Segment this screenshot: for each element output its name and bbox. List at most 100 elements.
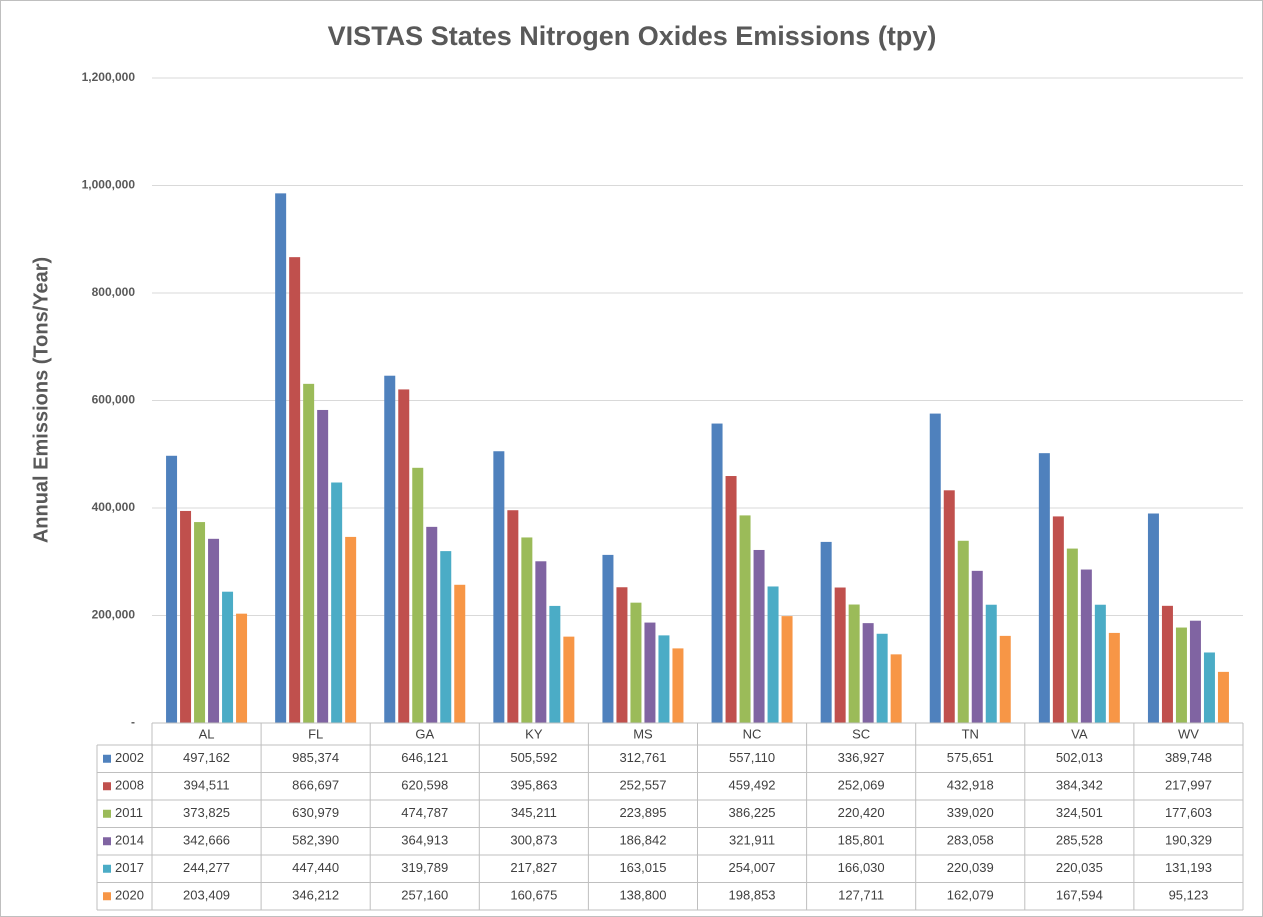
bar — [834, 587, 846, 723]
table-cell: 198,853 — [729, 888, 776, 903]
bar — [725, 476, 737, 723]
legend-label: 2014 — [115, 833, 144, 848]
table-cell: 166,030 — [838, 860, 885, 875]
bar — [616, 587, 628, 723]
table-cell: 220,035 — [1056, 860, 1103, 875]
table-cell: 220,420 — [838, 805, 885, 820]
y-axis-label: Annual Emissions (Tons/Year) — [30, 257, 52, 543]
table-cell: 95,123 — [1169, 888, 1209, 903]
bar — [781, 616, 793, 723]
table-cell: 244,277 — [183, 860, 230, 875]
bar — [1161, 605, 1173, 723]
table-cell: 203,409 — [183, 888, 230, 903]
table-cell: 620,598 — [401, 778, 448, 793]
table-cell: 386,225 — [729, 805, 776, 820]
bar — [303, 383, 315, 723]
bar — [957, 540, 969, 723]
table-cell: 474,787 — [401, 805, 448, 820]
bar — [711, 423, 723, 723]
legend-label: 2020 — [115, 888, 144, 903]
bar — [454, 584, 466, 723]
table-cell: 345,211 — [511, 805, 557, 820]
y-tick-label: 600,000 — [92, 393, 136, 407]
table-cell: 394,511 — [184, 778, 230, 793]
legend-swatch — [103, 892, 111, 901]
table-cell: 336,927 — [838, 750, 885, 765]
bar — [644, 622, 656, 723]
bar — [999, 635, 1011, 723]
bar — [943, 490, 955, 723]
bar — [630, 602, 642, 723]
table-cell: 127,711 — [838, 888, 884, 903]
bar — [767, 586, 779, 723]
bar — [166, 455, 178, 723]
table-cell: 432,918 — [947, 778, 994, 793]
table-cell: 502,013 — [1056, 750, 1103, 765]
x-tick-label: NC — [743, 726, 762, 741]
table-cell: 364,913 — [401, 833, 448, 848]
table-cell: 177,603 — [1165, 805, 1212, 820]
bar — [345, 536, 357, 723]
table-cell: 459,492 — [729, 778, 776, 793]
y-tick-label: - — [131, 715, 135, 729]
bar — [549, 605, 561, 723]
legend-label: 2008 — [115, 778, 144, 793]
x-tick-label: GA — [415, 726, 434, 741]
table-cell: 582,390 — [292, 833, 339, 848]
table-cell: 339,020 — [947, 805, 994, 820]
table-cell: 319,789 — [401, 860, 448, 875]
bar — [1066, 548, 1078, 723]
bar — [180, 510, 192, 723]
table-cell: 346,212 — [292, 888, 339, 903]
bar — [1080, 569, 1092, 723]
bar — [1175, 627, 1187, 723]
bar — [658, 635, 670, 723]
x-tick-label: VA — [1071, 726, 1088, 741]
chart-title: VISTAS States Nitrogen Oxides Emissions … — [328, 21, 937, 51]
legend-swatch — [103, 754, 111, 763]
x-tick-label: FL — [308, 726, 323, 741]
legend-label: 2011 — [115, 805, 143, 820]
y-tick-label: 800,000 — [92, 285, 136, 299]
bar — [876, 633, 888, 723]
bar — [208, 538, 220, 723]
table-cell: 866,697 — [292, 778, 339, 793]
table-cell: 217,827 — [510, 860, 557, 875]
x-tick-label: TN — [962, 726, 979, 741]
table-cell: 186,842 — [619, 833, 666, 848]
bar — [753, 549, 765, 723]
bar — [317, 409, 329, 723]
table-cell: 252,069 — [838, 778, 885, 793]
bar — [890, 654, 902, 723]
table-cell: 160,675 — [510, 888, 557, 903]
bar — [848, 604, 860, 723]
bar — [384, 375, 396, 723]
bar — [1108, 632, 1120, 723]
table-cell: 283,058 — [947, 833, 994, 848]
table-cell: 220,039 — [947, 860, 994, 875]
table-cell: 324,501 — [1056, 805, 1103, 820]
bar — [602, 554, 614, 723]
table-cell: 630,979 — [292, 805, 339, 820]
x-tick-label: MS — [633, 726, 653, 741]
bar — [236, 613, 248, 723]
y-tick-label: 1,000,000 — [82, 178, 136, 192]
legend-swatch — [103, 809, 111, 818]
x-tick-label: WV — [1178, 726, 1199, 741]
bar — [563, 636, 575, 723]
bar — [331, 482, 343, 723]
y-tick-label: 1,200,000 — [82, 70, 136, 84]
table-cell: 497,162 — [183, 750, 230, 765]
legend-swatch — [103, 837, 111, 846]
bar — [929, 413, 941, 723]
table-cell: 257,160 — [401, 888, 448, 903]
table-cell: 167,594 — [1056, 888, 1103, 903]
table-cell: 384,342 — [1056, 778, 1103, 793]
table-cell: 217,997 — [1165, 778, 1212, 793]
table-cell: 321,911 — [729, 833, 775, 848]
bar — [1052, 516, 1064, 723]
x-tick-label: AL — [199, 726, 215, 741]
bar — [985, 604, 997, 723]
bar — [521, 537, 533, 723]
